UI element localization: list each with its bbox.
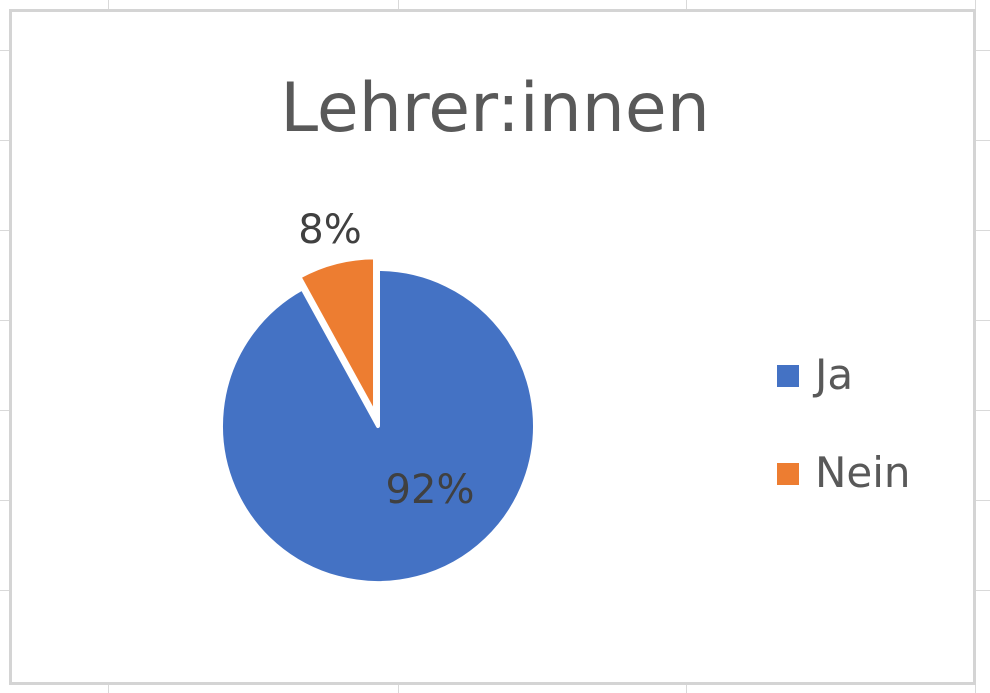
pie-data-labels: 92% 8% [298, 207, 474, 513]
legend-label-ja: Ja [815, 350, 854, 399]
legend-swatch-nein [777, 463, 799, 485]
pie-slices [219, 255, 537, 585]
legend-swatch-ja [777, 365, 799, 387]
legend-label-nein: Nein [815, 448, 911, 497]
pie-slice-nein[interactable] [297, 255, 378, 417]
pie-slice-ja[interactable] [219, 267, 537, 585]
data-label-nein[interactable]: 8% [298, 207, 361, 253]
data-label-ja[interactable]: 92% [386, 467, 475, 513]
chart-title[interactable]: Lehrer:innen [280, 69, 710, 148]
